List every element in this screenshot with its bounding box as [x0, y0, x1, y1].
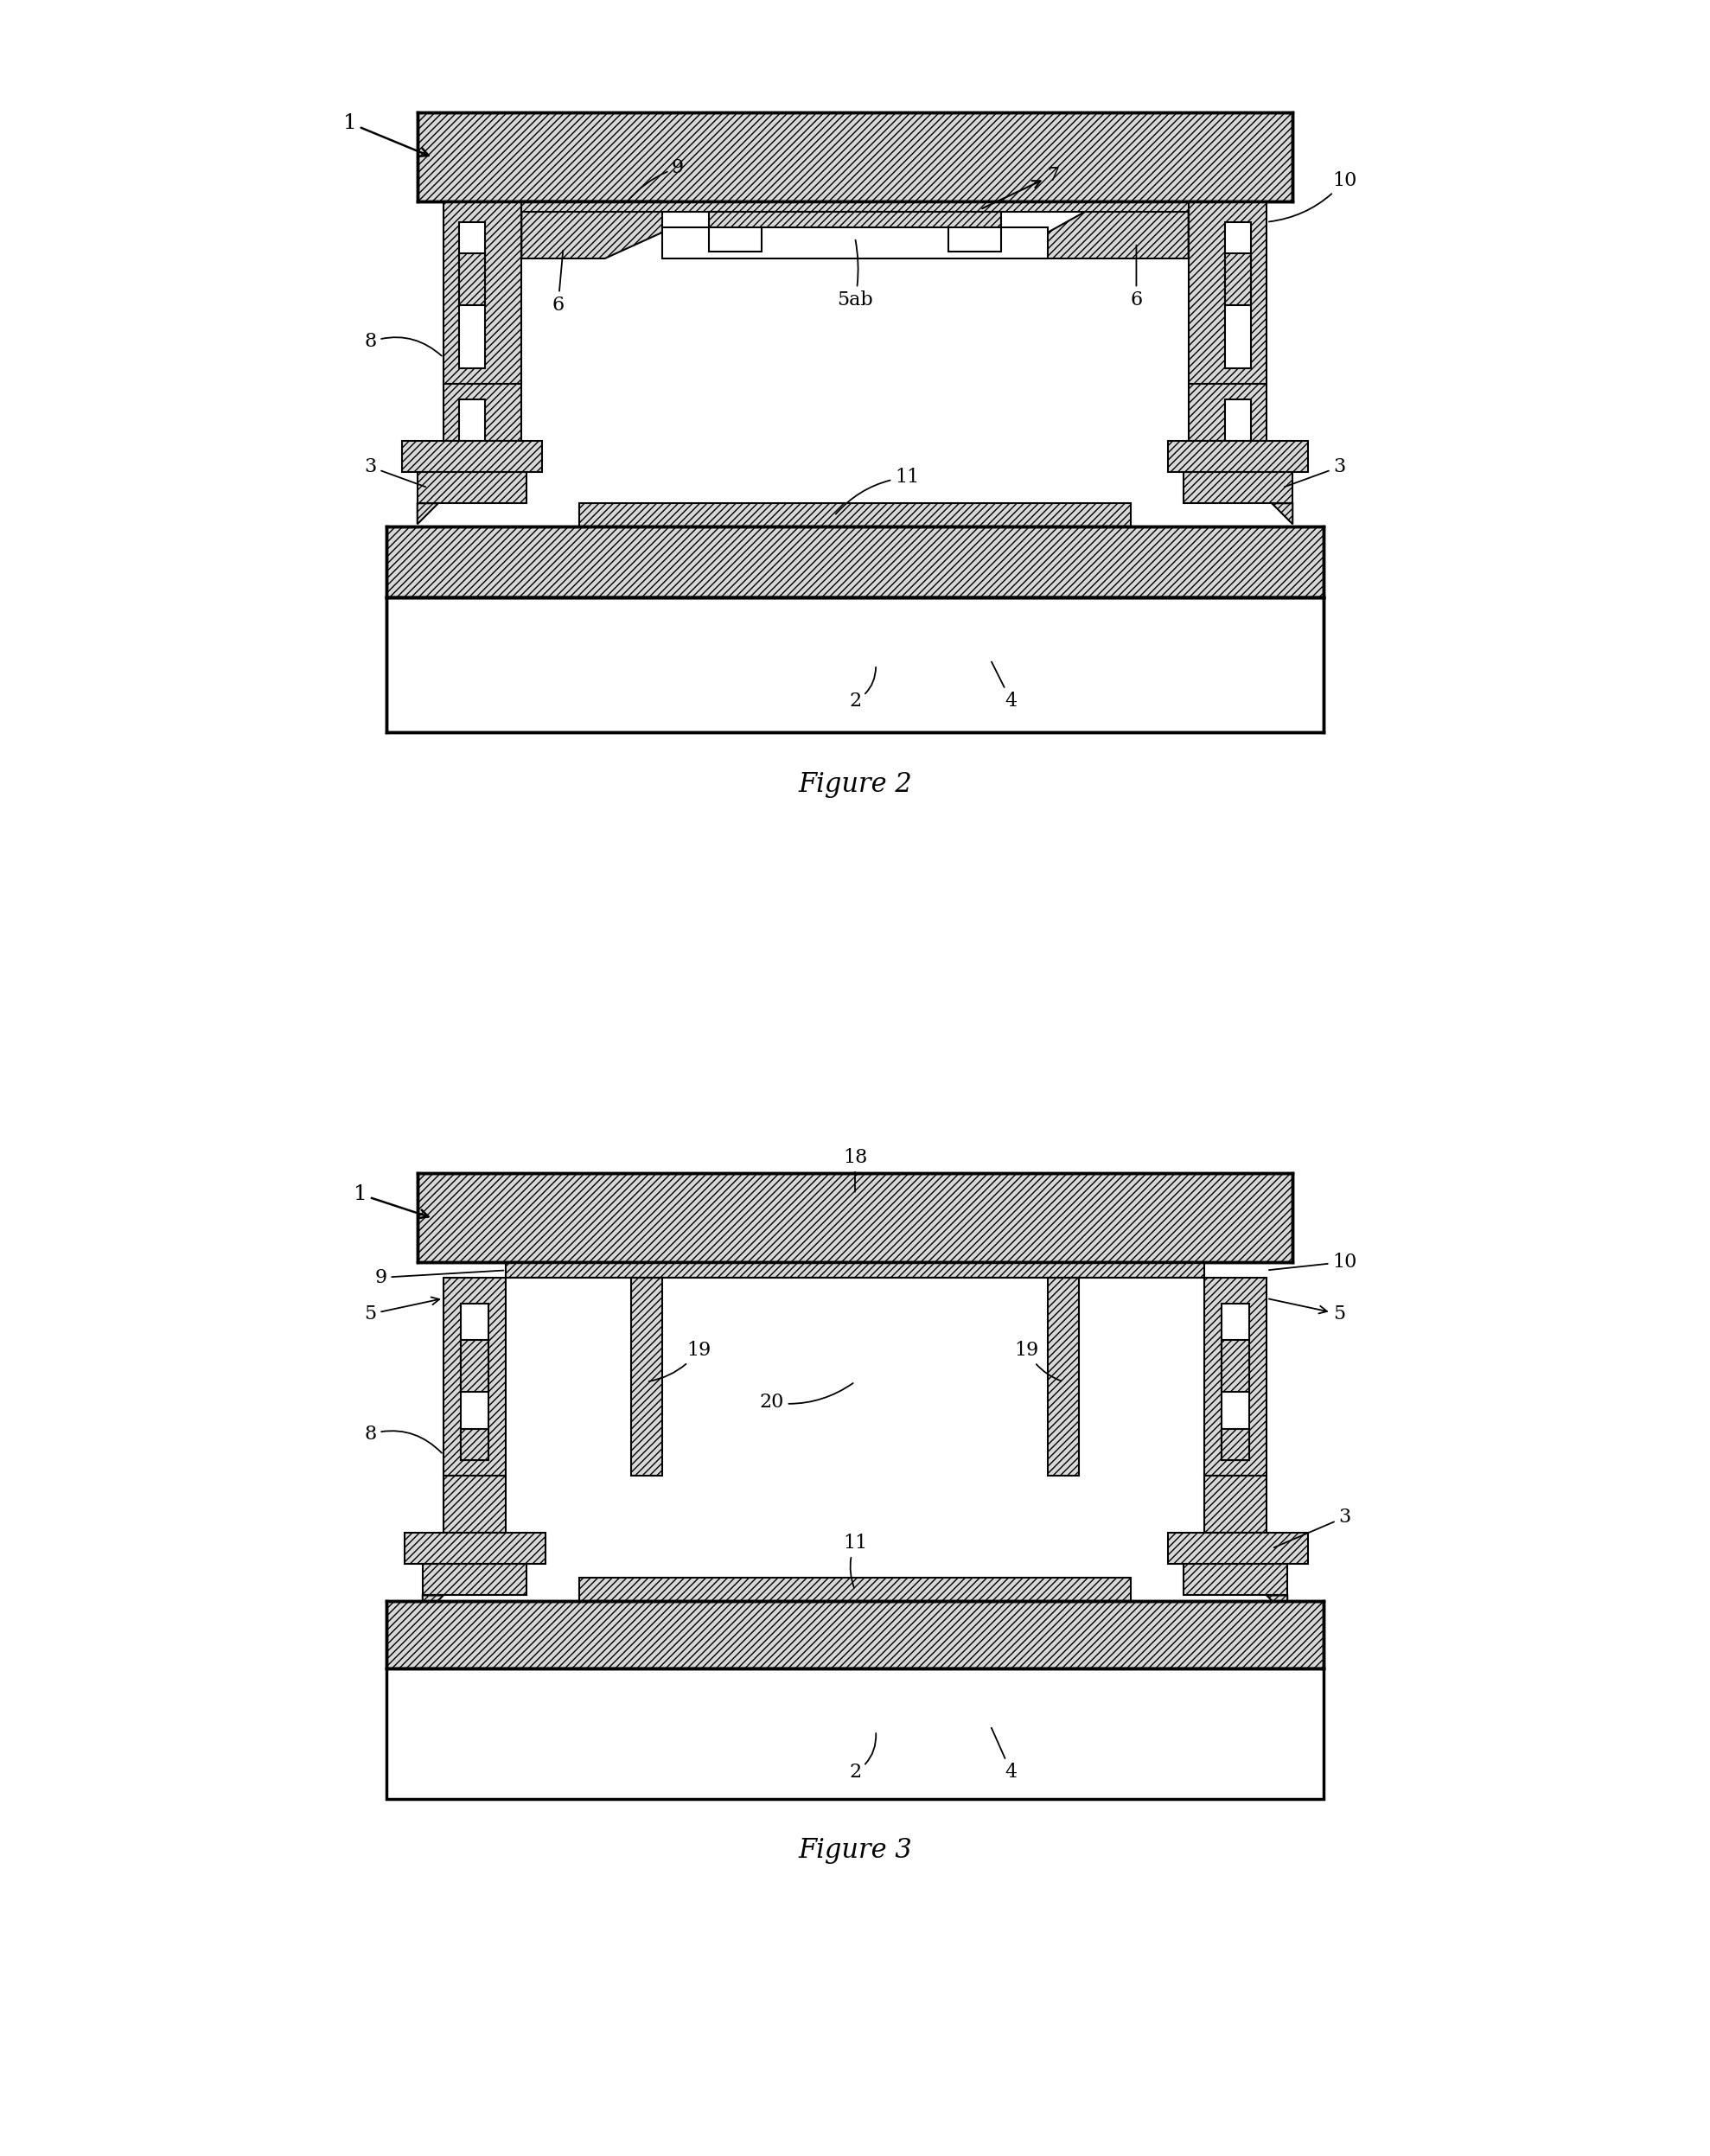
Bar	[443, 201, 522, 384]
Text: 6: 6	[1130, 246, 1142, 310]
Text: 20: 20	[759, 1384, 853, 1412]
Polygon shape	[1272, 502, 1293, 524]
Bar	[1224, 252, 1252, 306]
Text: 11: 11	[843, 1533, 867, 1589]
Bar	[386, 1600, 1324, 1669]
Bar	[1168, 1533, 1308, 1563]
Text: 9: 9	[374, 1268, 503, 1287]
Bar	[1188, 384, 1267, 440]
Text: 3: 3	[364, 457, 426, 487]
Bar	[402, 440, 542, 472]
Text: 11: 11	[836, 468, 920, 513]
Text: 8: 8	[364, 332, 441, 356]
Text: 10: 10	[1269, 170, 1358, 222]
Bar	[422, 1563, 527, 1595]
Bar	[1224, 399, 1252, 440]
Bar	[458, 252, 486, 306]
Text: 1: 1	[354, 1184, 429, 1218]
Bar	[417, 112, 1293, 201]
Text: 5: 5	[1269, 1298, 1346, 1324]
Polygon shape	[417, 502, 438, 524]
Bar	[386, 526, 1324, 597]
Text: 4: 4	[992, 1727, 1017, 1783]
Bar	[462, 1304, 489, 1460]
Bar	[443, 1279, 506, 1475]
Bar	[458, 222, 486, 369]
Text: 9: 9	[628, 157, 684, 201]
Text: 19: 19	[1014, 1341, 1062, 1382]
Bar	[458, 399, 486, 440]
Text: 10: 10	[1269, 1253, 1358, 1272]
Text: 8: 8	[364, 1425, 441, 1453]
Bar	[386, 597, 1324, 733]
Polygon shape	[522, 201, 662, 259]
Bar	[1221, 1304, 1248, 1460]
Text: Figure 2: Figure 2	[799, 772, 911, 798]
Bar	[405, 1533, 545, 1563]
Text: 3: 3	[1284, 457, 1346, 487]
Text: Figure 3: Figure 3	[799, 1837, 911, 1865]
Text: 1: 1	[342, 112, 429, 155]
Text: 18: 18	[843, 1149, 867, 1192]
Bar	[1168, 440, 1308, 472]
Bar	[580, 502, 1130, 526]
Text: 7: 7	[982, 166, 1058, 209]
Bar	[580, 1578, 1130, 1600]
Text: 6: 6	[552, 250, 564, 315]
Bar	[386, 1669, 1324, 1798]
Bar	[1204, 1279, 1267, 1475]
Text: 5: 5	[364, 1298, 439, 1324]
Bar	[417, 472, 527, 502]
Bar	[1183, 472, 1293, 502]
Bar	[417, 1173, 1293, 1261]
Polygon shape	[422, 1595, 443, 1617]
Polygon shape	[1267, 1595, 1288, 1617]
Polygon shape	[710, 211, 1000, 226]
Bar	[462, 1429, 489, 1460]
Text: 3: 3	[1274, 1507, 1351, 1548]
Bar	[522, 201, 1188, 211]
Text: 2: 2	[848, 1733, 876, 1783]
Text: 19: 19	[650, 1341, 711, 1382]
Text: 5ab: 5ab	[836, 239, 874, 310]
Bar	[1048, 1279, 1079, 1475]
Bar	[1221, 1341, 1248, 1393]
Bar	[1224, 222, 1252, 369]
Bar	[631, 1279, 662, 1475]
Polygon shape	[662, 218, 1048, 259]
Bar	[443, 384, 522, 440]
Bar	[506, 1261, 1204, 1279]
Bar	[1221, 1429, 1248, 1460]
Bar	[462, 1341, 489, 1393]
Bar	[1183, 1563, 1288, 1595]
Bar	[1204, 1475, 1267, 1533]
Text: 2: 2	[848, 666, 876, 711]
Polygon shape	[1048, 207, 1188, 259]
Bar	[443, 1475, 506, 1533]
Bar	[1188, 201, 1267, 384]
Text: 4: 4	[992, 662, 1017, 711]
